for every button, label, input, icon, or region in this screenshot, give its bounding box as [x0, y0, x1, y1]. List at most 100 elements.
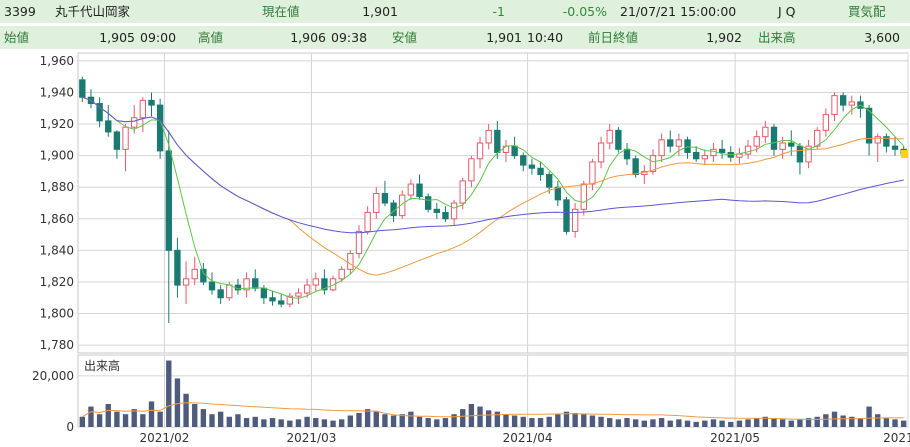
indication-label: 買気配 — [848, 4, 886, 19]
candle-body — [217, 289, 224, 299]
prev-close-label: 前日終値 — [588, 30, 639, 45]
volume-bar — [797, 419, 803, 427]
volume-bar — [754, 418, 760, 427]
volume-bar — [581, 414, 587, 427]
volume-bar — [304, 416, 310, 427]
volume-bar — [451, 414, 457, 427]
candle-body — [874, 136, 881, 144]
candle-body — [537, 167, 544, 176]
volume-bar — [356, 412, 362, 427]
candle-body — [191, 268, 198, 280]
volume-bar — [217, 411, 224, 427]
prev-close-value: 1,902 — [706, 30, 742, 45]
volume-bar — [347, 415, 354, 427]
market-name: J Q — [778, 4, 796, 19]
price-change-percent: -0.05% — [562, 4, 607, 19]
volume-ma-line — [82, 402, 904, 420]
open-time: 09:00 — [140, 30, 177, 45]
volume-bar — [788, 420, 794, 427]
candle-body — [779, 142, 786, 150]
volume-bar — [710, 419, 717, 427]
volume-value: 3,600 — [864, 30, 900, 45]
candle-body — [182, 278, 190, 286]
candle-body — [796, 145, 804, 163]
candle-body — [658, 139, 665, 157]
volume-tick-label: 20,000 — [32, 369, 74, 383]
stock-code: 3399 — [4, 4, 36, 19]
volume-bar — [702, 420, 708, 427]
volume-bar — [728, 421, 734, 427]
y-tick-label: 1,940 — [40, 85, 74, 99]
volume-bar — [684, 420, 691, 427]
candle-body — [554, 186, 562, 201]
volume-bars — [79, 360, 907, 427]
volume-bar — [295, 419, 302, 427]
volume-bar — [192, 404, 198, 427]
volume-bar — [399, 414, 405, 427]
candle-body — [416, 183, 423, 198]
candle-body — [329, 278, 337, 291]
low-label: 安値 — [392, 30, 418, 45]
current-price-marker — [901, 150, 908, 159]
candle-body — [381, 193, 389, 204]
grid-lines — [78, 53, 909, 428]
volume-bar — [745, 419, 751, 427]
candle-body — [649, 155, 657, 172]
candle-body — [520, 155, 527, 166]
candle-body — [442, 211, 449, 220]
candle-body — [226, 284, 233, 299]
volume-bar — [287, 420, 293, 427]
volume-bar — [235, 414, 241, 427]
volume-bar — [555, 414, 561, 427]
y-tick-label: 1,880 — [40, 180, 74, 194]
volume-bar — [546, 416, 552, 427]
volume-bar — [209, 414, 215, 427]
volume-bar — [511, 415, 518, 427]
candle-body — [822, 114, 830, 131]
moving-averages — [82, 96, 908, 420]
candle-body — [113, 131, 121, 150]
volume-bar — [624, 418, 630, 427]
volume-bar — [148, 401, 155, 427]
candle-body — [511, 145, 518, 157]
x-tick-label: 2021/06 — [883, 431, 910, 445]
y-tick-label: 1,900 — [40, 149, 74, 163]
candlesticks — [79, 76, 907, 323]
axis-labels: 1,960 1,940 1,920 1,900 1,880 1,860 1,840 1,820… — [32, 54, 910, 445]
candle-body — [243, 278, 250, 291]
y-tick-label: 1,820 — [40, 275, 74, 289]
volume-bar — [719, 420, 725, 427]
candle-body — [632, 158, 639, 176]
x-tick-label: 2021/03 — [287, 431, 337, 445]
volume-bar — [425, 418, 431, 427]
candle-body — [762, 126, 769, 138]
volume-bar — [857, 418, 864, 427]
candle-body — [260, 287, 268, 299]
volume-bar — [650, 419, 656, 427]
volume-bar — [373, 411, 379, 427]
volume-bar — [520, 416, 526, 427]
volume-bar — [615, 419, 622, 427]
volume-tick-label: 0 — [66, 420, 74, 434]
candle-body — [883, 136, 890, 147]
volume-bar — [364, 409, 371, 427]
volume-bar — [390, 415, 397, 427]
volume-bar — [122, 414, 129, 427]
candle-body — [156, 104, 164, 152]
volume-bar — [866, 406, 872, 427]
volume-bar — [140, 414, 146, 427]
volume-bar — [477, 406, 483, 427]
volume-bar — [416, 416, 423, 427]
candle-body — [459, 180, 466, 204]
volume-label: 出来高 — [758, 30, 796, 45]
volume-bar — [598, 416, 604, 427]
candle-body — [692, 151, 700, 160]
candle-body — [848, 101, 855, 106]
volume-bar — [174, 378, 181, 427]
quote-header-row: 3399 丸千代山岡家 現在値 1,901 -1 -0.05% 21/07/21… — [0, 0, 910, 23]
volume-bar — [537, 418, 544, 427]
volume-bar — [658, 418, 665, 427]
volume-bar — [823, 414, 829, 427]
candle-body — [571, 208, 579, 232]
candle-body — [303, 284, 311, 294]
